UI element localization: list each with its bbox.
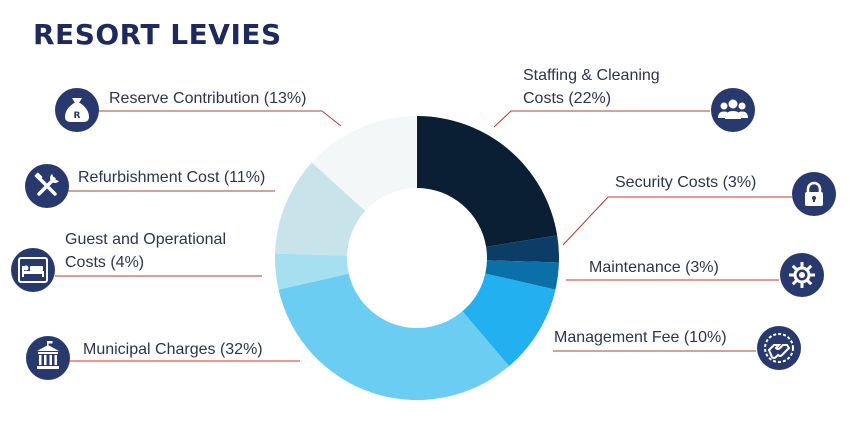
label-refurbishment: Refurbishment Cost (11%) (78, 169, 266, 186)
label-reserve: Reserve Contribution (13%) (109, 90, 307, 107)
money-bag-letter: R (74, 111, 81, 121)
slice-maintenance (485, 260, 559, 290)
lock-icon (792, 172, 836, 216)
label-security: Security Costs (3%) (615, 174, 757, 191)
money-bag-icon: R (55, 88, 99, 132)
handshake-icon (757, 326, 801, 370)
label-staffing-cleaning: Staffing & Cleaning Costs (22%) (523, 67, 660, 107)
chart-title: RESORT LEVIES (33, 18, 282, 51)
slice-municipal-charges (278, 273, 510, 400)
slice-management-fee (462, 273, 556, 367)
label-municipal: Municipal Charges (32%) (83, 341, 263, 358)
label-maintenance: Maintenance (3%) (589, 259, 719, 276)
tools-icon (25, 164, 69, 208)
bed-icon (11, 248, 55, 292)
leader-line-staffing-cleaning-costs (493, 110, 710, 128)
slice-guest-and-operational-costs (275, 253, 349, 290)
leader-line-security-costs (562, 196, 792, 246)
leader-line-reserve-contribution (98, 110, 342, 127)
gear-icon (780, 253, 824, 297)
label-management-fee: Management Fee (10%) (554, 329, 727, 346)
bank-icon (26, 336, 70, 380)
slice-refurbishment-cost (275, 162, 366, 256)
people-icon (711, 88, 755, 132)
slice-staffing-cleaning-costs (417, 116, 558, 247)
slice-reserve-contribution (311, 116, 417, 211)
slice-security-costs (486, 235, 560, 263)
label-guest-operational: Guest and Operational Costs (4%) (65, 231, 226, 271)
